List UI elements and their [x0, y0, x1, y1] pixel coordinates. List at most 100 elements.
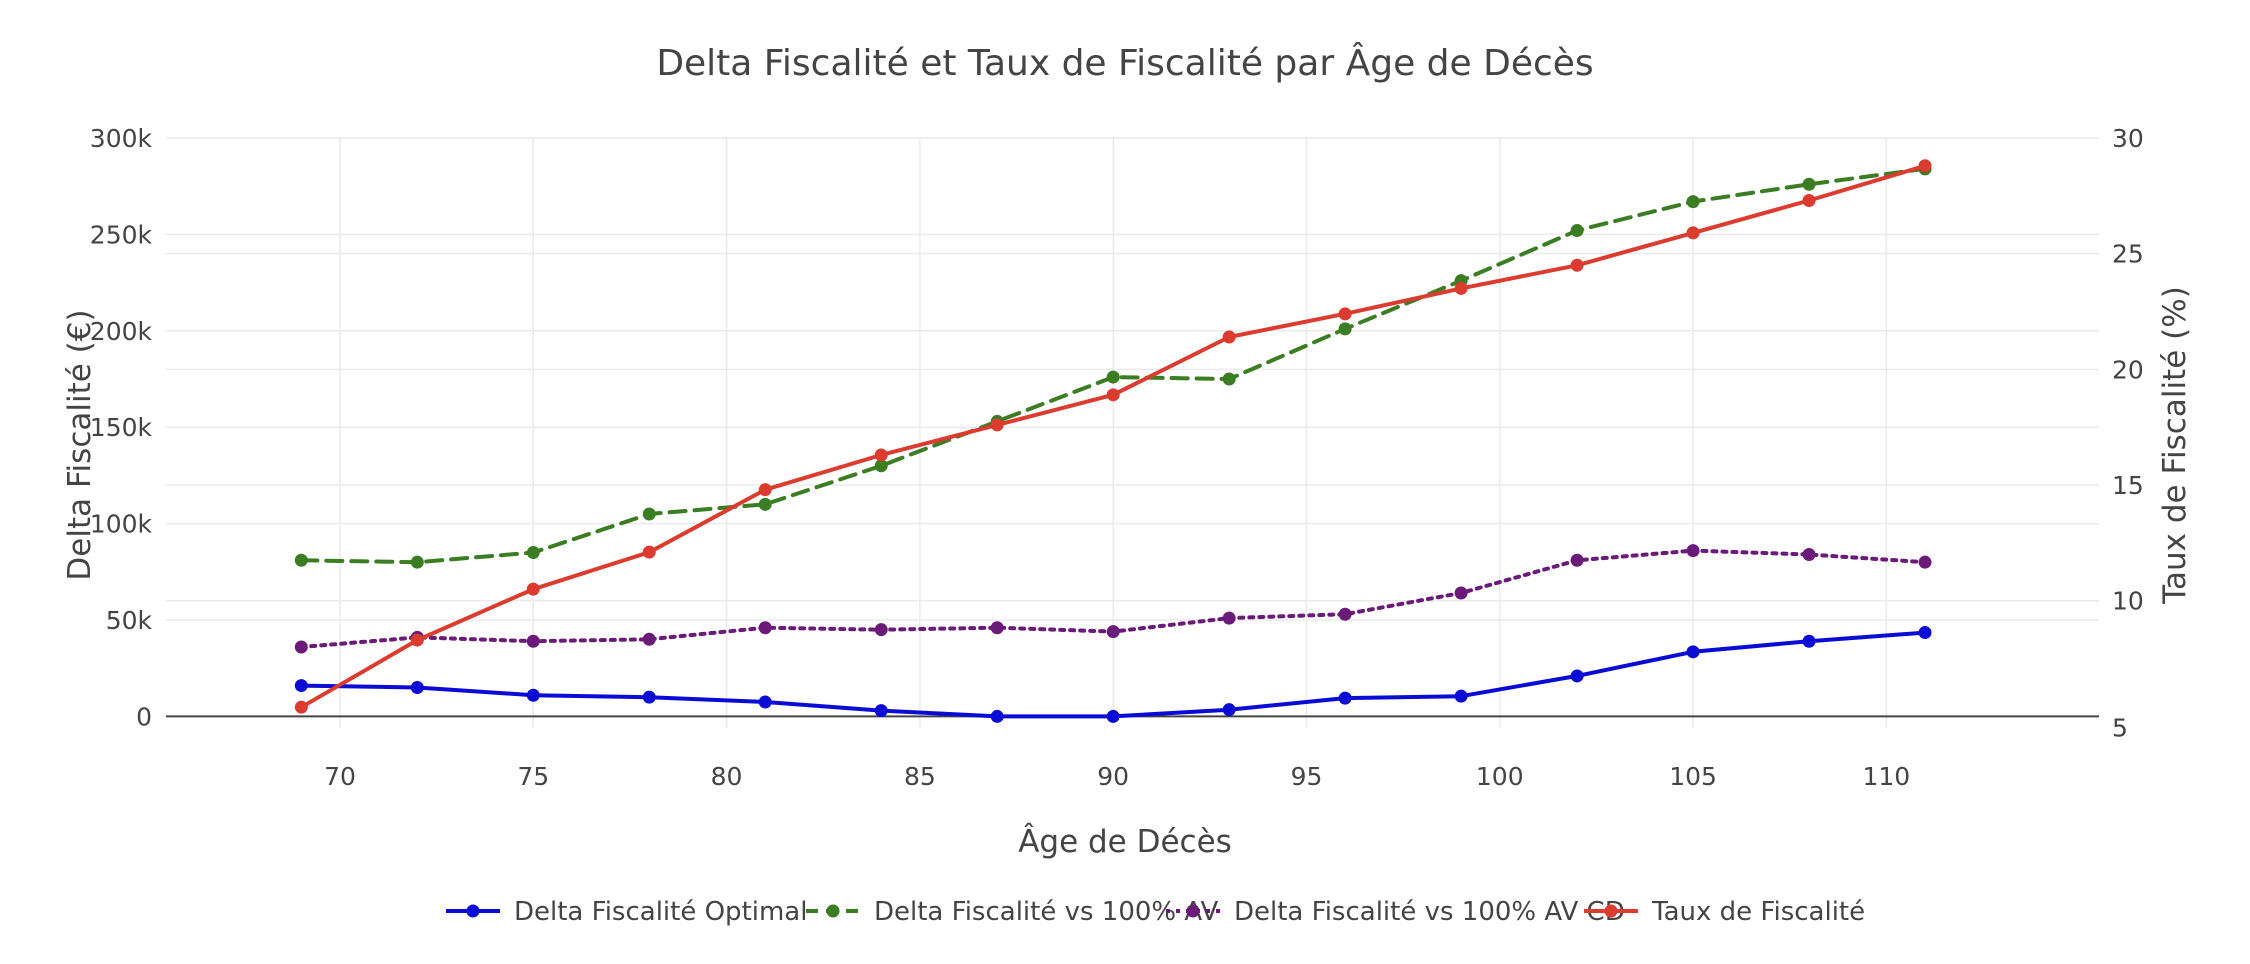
- data-point: [1570, 224, 1584, 238]
- data-point: [410, 681, 424, 695]
- data-point: [1454, 689, 1468, 703]
- y2-tick-label: 10: [2112, 587, 2144, 616]
- legend-marker: [826, 904, 840, 918]
- series-4: [294, 159, 1932, 714]
- data-point: [874, 623, 888, 637]
- legend-marker: [1604, 904, 1618, 918]
- grid-lines: [166, 137, 2099, 728]
- y-tick-label: 150k: [90, 413, 153, 442]
- y2-tick-label: 15: [2112, 471, 2144, 500]
- y2-tick-label: 20: [2112, 355, 2144, 384]
- data-point: [642, 545, 656, 559]
- data-point: [1106, 625, 1120, 639]
- x-tick-label: 110: [1863, 762, 1911, 791]
- data-point: [1570, 553, 1584, 567]
- data-point: [294, 640, 308, 654]
- y2-axis-title: Taux de Fiscalité (%): [2157, 286, 2193, 605]
- data-point: [1918, 555, 1932, 569]
- y2-tick-label: 5: [2112, 713, 2128, 742]
- chart-title: Delta Fiscalité et Taux de Fiscalité par…: [656, 42, 1593, 84]
- series-1: [294, 626, 1932, 723]
- legend-label: Delta Fiscalité vs 100% AV CD: [1234, 897, 1625, 927]
- data-point: [1222, 330, 1236, 344]
- x-tick-label: 105: [1669, 762, 1717, 791]
- data-point: [294, 679, 308, 693]
- legend-label: Taux de Fiscalité: [1651, 897, 1865, 927]
- data-point: [1918, 626, 1932, 640]
- data-point: [990, 621, 1004, 635]
- data-point: [1454, 586, 1468, 600]
- data-point: [1570, 258, 1584, 272]
- data-point: [874, 459, 888, 473]
- data-point: [758, 497, 772, 511]
- data-point: [1222, 611, 1236, 625]
- data-point: [410, 555, 424, 569]
- data-point: [990, 709, 1004, 723]
- data-point: [1802, 634, 1816, 648]
- y-tick-label: 0: [136, 702, 152, 731]
- data-point: [294, 700, 308, 714]
- legend-item: Delta Fiscalité vs 100% AV: [806, 897, 1219, 927]
- legend: Delta Fiscalité Optimal Delta Fiscalité v…: [446, 897, 1865, 927]
- data-point: [1338, 322, 1352, 336]
- legend-marker: [466, 904, 480, 918]
- data-point: [1686, 226, 1700, 240]
- y-axis-title: Delta Fiscalité (€): [62, 309, 98, 580]
- legend-item: Delta Fiscalité Optimal: [446, 897, 807, 927]
- data-point: [1686, 544, 1700, 558]
- data-point: [1802, 177, 1816, 191]
- data-point: [758, 483, 772, 497]
- data-point: [874, 448, 888, 462]
- data-point: [1338, 607, 1352, 621]
- x-tick-label: 85: [904, 762, 936, 791]
- y-axis-ticks: 0 50k 100k 150k 200k 250k 300k: [90, 124, 153, 731]
- y-tick-label: 100k: [90, 510, 153, 539]
- x-axis-title: Âge de Décès: [1018, 824, 1232, 860]
- data-point: [1338, 691, 1352, 705]
- y-tick-label: 250k: [90, 220, 153, 249]
- y2-tick-label: 30: [2112, 124, 2144, 153]
- data-point: [1222, 372, 1236, 386]
- y2-axis-ticks: 5 10 15 20 25 30: [2112, 124, 2144, 742]
- data-point: [990, 418, 1004, 432]
- data-point: [1222, 703, 1236, 717]
- x-axis-ticks: 70 75 80 85 90 95 100 105 110: [324, 762, 1910, 791]
- data-point: [526, 546, 540, 560]
- data-point: [1918, 159, 1932, 173]
- data-point: [874, 704, 888, 718]
- data-point: [1686, 645, 1700, 659]
- data-point: [1686, 195, 1700, 209]
- x-tick-label: 90: [1097, 762, 1129, 791]
- x-tick-label: 70: [324, 762, 356, 791]
- series-2: [294, 162, 1932, 569]
- data-point: [1454, 281, 1468, 295]
- data-point: [758, 621, 772, 635]
- data-point: [642, 632, 656, 646]
- data-point: [1338, 307, 1352, 321]
- y-tick-label: 300k: [90, 124, 153, 153]
- x-tick-label: 75: [517, 762, 549, 791]
- x-tick-label: 95: [1291, 762, 1323, 791]
- legend-item: Delta Fiscalité vs 100% AV CD: [1166, 897, 1625, 927]
- x-tick-label: 100: [1476, 762, 1524, 791]
- data-point: [1570, 669, 1584, 683]
- data-point: [294, 553, 308, 567]
- data-point: [642, 690, 656, 704]
- data-point: [1802, 193, 1816, 207]
- legend-item: Taux de Fiscalité: [1584, 897, 1865, 927]
- y-tick-label: 200k: [90, 317, 153, 346]
- legend-marker: [1186, 904, 1200, 918]
- data-point: [410, 633, 424, 647]
- data-point: [758, 695, 772, 709]
- data-point: [1106, 388, 1120, 402]
- data-point: [526, 634, 540, 648]
- plot-series: [294, 159, 1932, 723]
- legend-label: Delta Fiscalité Optimal: [514, 897, 807, 927]
- y-tick-label: 50k: [106, 606, 153, 635]
- y2-tick-label: 25: [2112, 240, 2144, 269]
- data-point: [642, 507, 656, 521]
- data-point: [1106, 370, 1120, 384]
- x-tick-label: 80: [711, 762, 743, 791]
- data-point: [526, 688, 540, 702]
